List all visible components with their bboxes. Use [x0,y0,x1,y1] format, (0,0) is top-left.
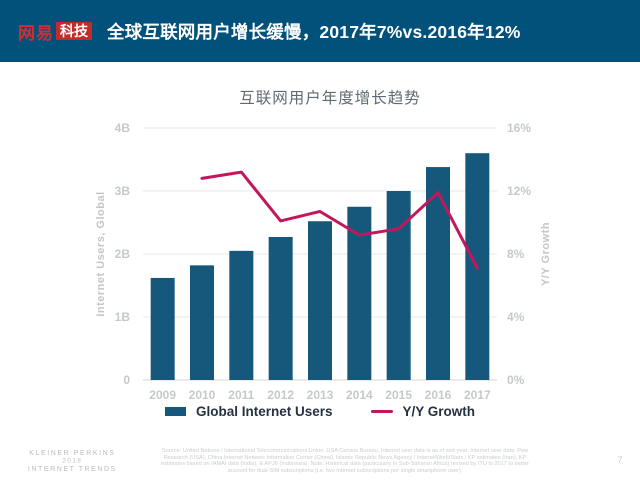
source-note: Source: United Nations / International T… [161,447,529,474]
left-axis-tick: 3B [114,184,130,198]
right-axis-tick: 0% [507,373,525,387]
slide-title: 全球互联网用户增长缓慢，2017年7%vs.2016年12% [107,21,521,42]
x-axis-label-2012: 2012 [267,388,294,402]
chart-title: 互联网用户年度增长趋势 [239,90,421,107]
right-axis-tick: 8% [507,247,525,261]
x-axis-label-2009: 2009 [149,388,176,402]
x-axis-label-2013: 2013 [306,388,334,402]
x-axis-label-2011: 2011 [228,388,255,402]
legend-line-label: Y/Y Growth [402,404,476,419]
x-axis-label-2010: 2010 [188,388,216,402]
page-number: 7 [617,455,623,465]
legend-bar-swatch-icon [164,407,186,416]
bar-2009 [150,277,175,380]
left-axis-tick: 2B [114,247,130,261]
left-axis-tick: 0 [123,373,130,387]
yy-growth-line [200,170,479,270]
right-axis-tick: 16% [507,121,532,135]
right-axis-title: Y/Y Growth [540,221,552,287]
header-bar: 网易 科技 全球互联网用户增长缓慢，2017年7%vs.2016年12% [0,0,640,62]
x-axis-label-2017: 2017 [463,388,491,402]
right-axis-tick: 12% [507,184,532,198]
bar-2010 [190,265,214,380]
tech-logo-badge: 科技 [56,22,92,40]
left-axis-tick: 1B [114,310,130,324]
brand-line-1: KLEINER PERKINS [29,449,116,457]
kleiner-perkins-brand: KLEINER PERKINS 2018 INTERNET TRENDS [10,449,135,472]
left-axis-tick: 4B [114,121,130,135]
right-axis-tick: 4% [507,310,525,324]
netease-tech-logo: 网易 科技 [18,19,92,44]
bar-2013 [308,221,332,380]
x-axis-label-2016: 2016 [424,388,452,402]
legend-line-swatch-icon [370,409,393,414]
netease-logo-text: 网易 [18,23,54,43]
legend-bar-label: Global Internet Users [195,404,333,419]
x-axis-label-2014: 2014 [345,388,373,402]
bar-2016 [426,167,450,380]
left-axis-title: Internet Users, Global [95,191,107,317]
brand-line-3: INTERNET TRENDS [27,464,117,473]
bar-2012 [268,236,293,380]
chart-legend: Global Internet Users Y/Y Growth [0,404,640,419]
x-axis-label-2015: 2015 [385,388,412,402]
brand-line-2: 2018 [62,456,83,464]
bar-2011 [229,250,254,380]
